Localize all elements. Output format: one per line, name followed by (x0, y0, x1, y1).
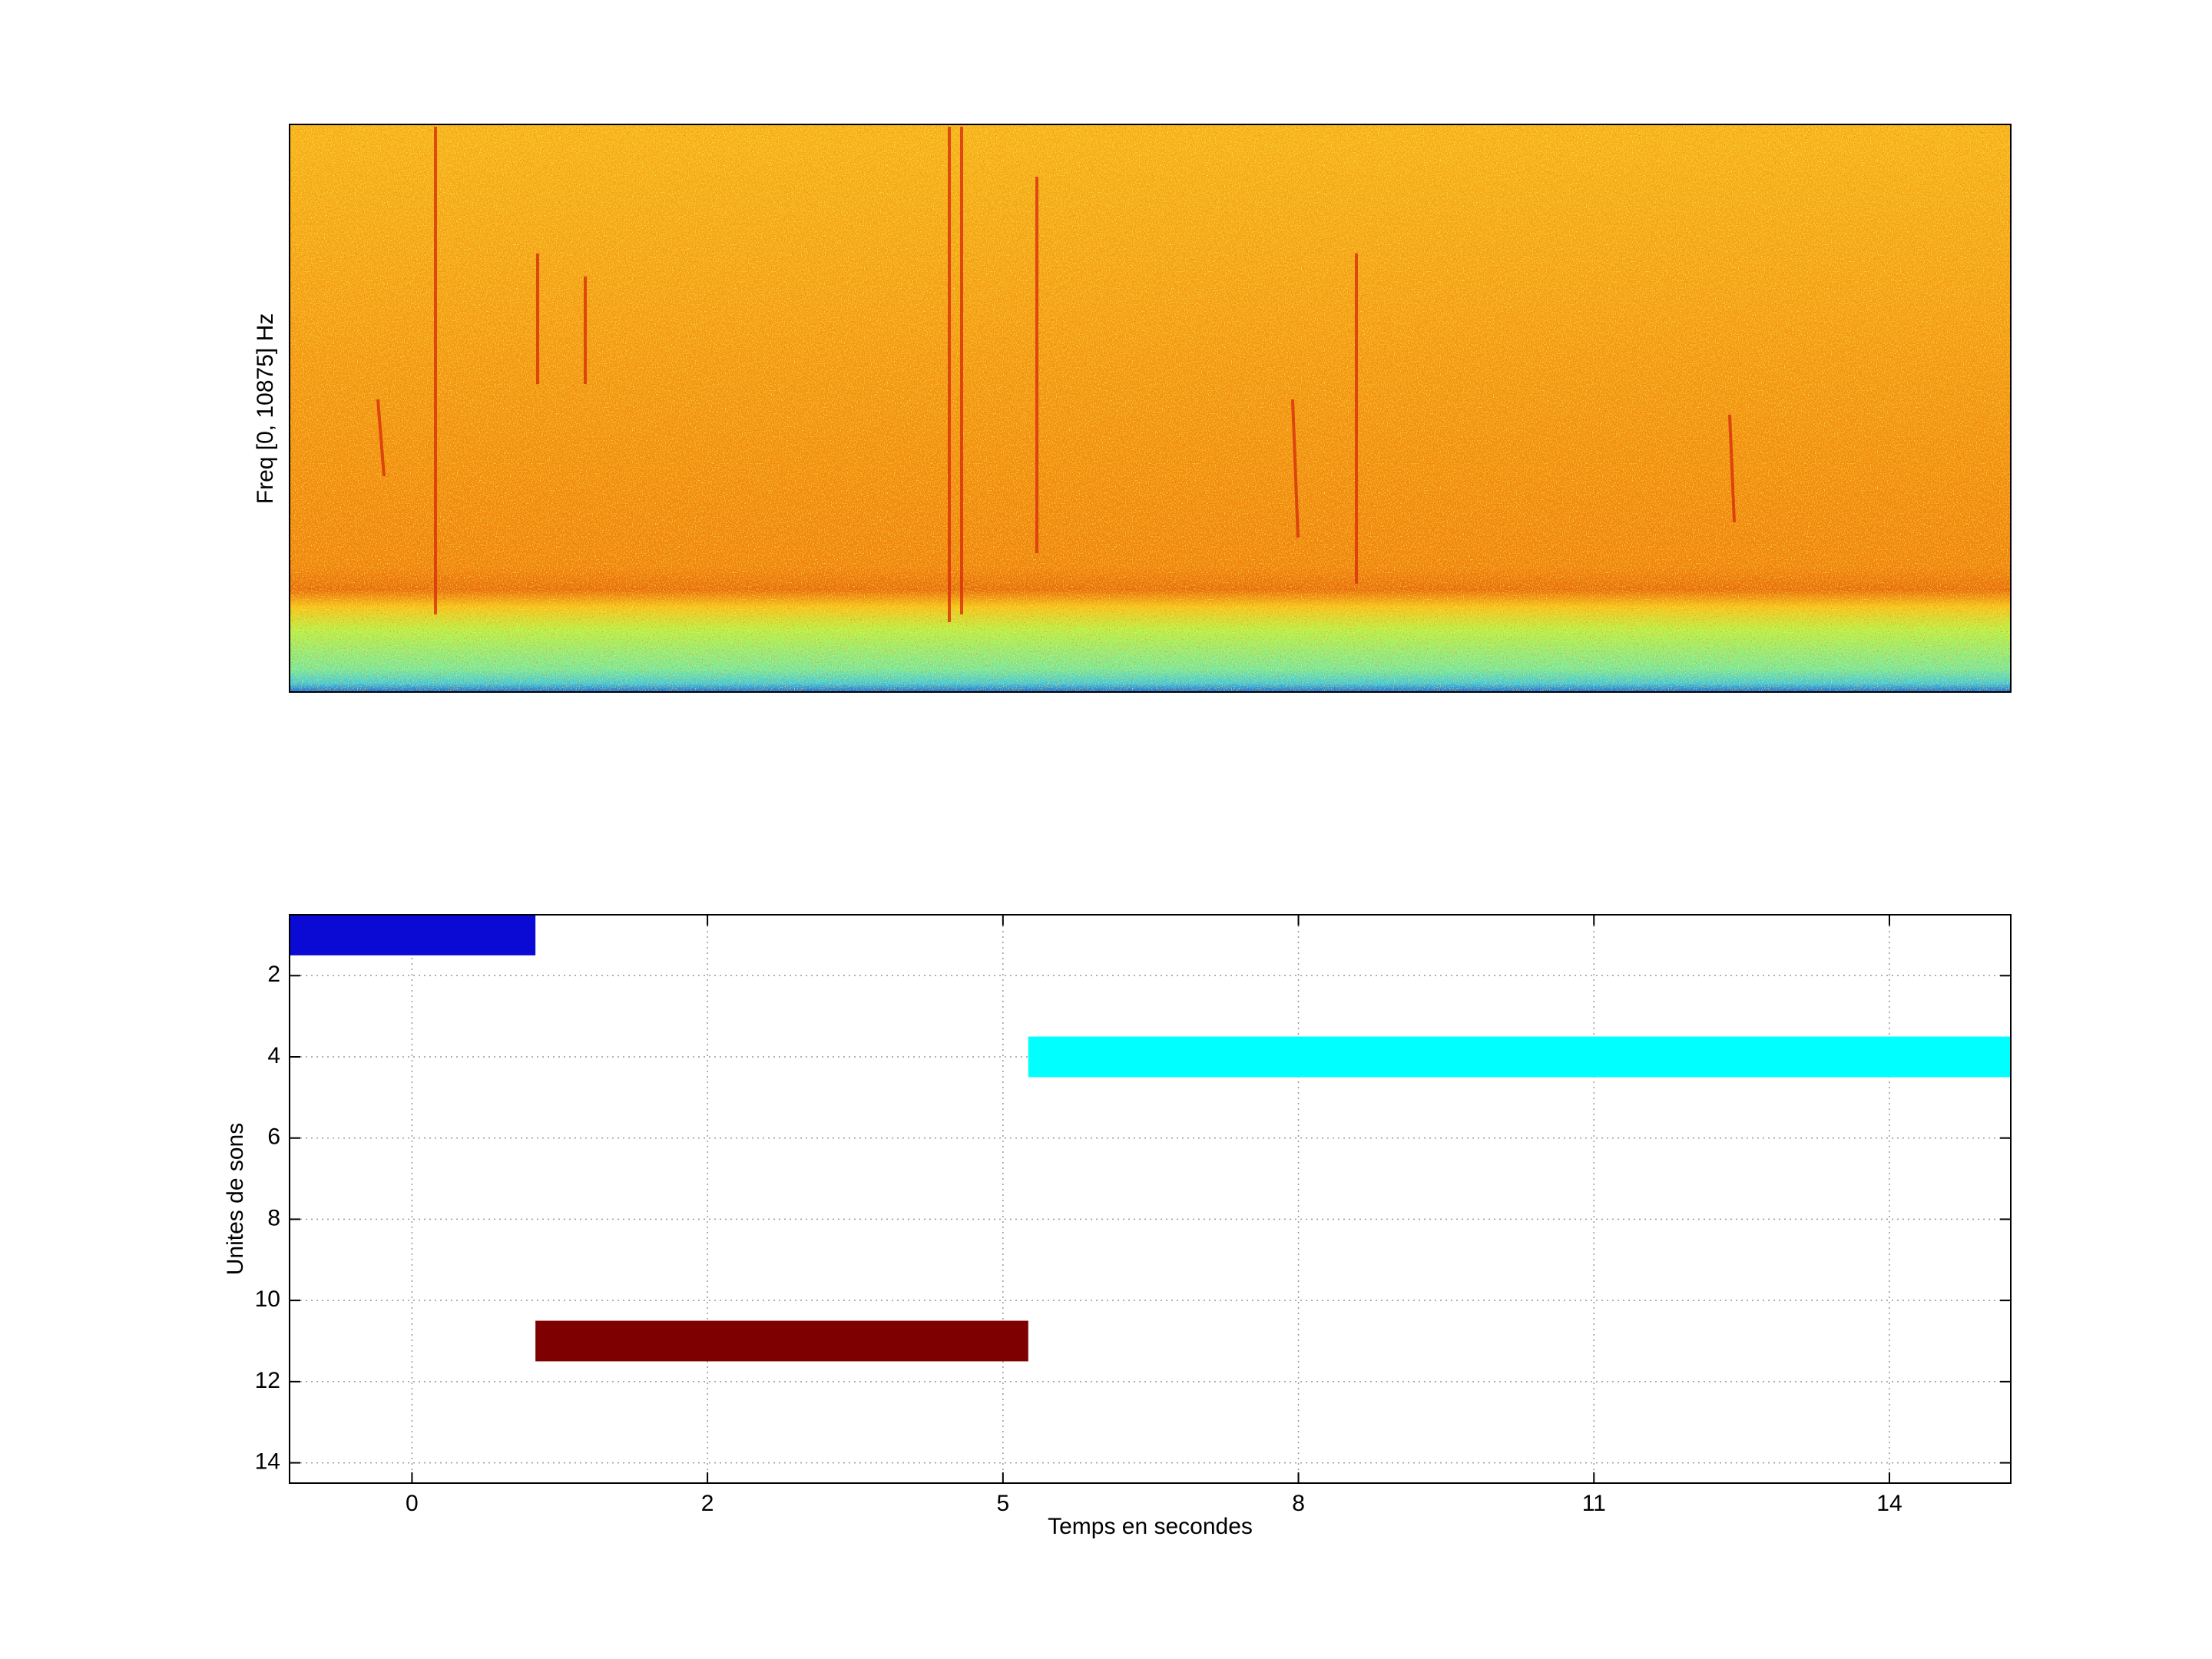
y-tick-label: 8 (267, 1205, 280, 1230)
x-tick-label: 11 (1582, 1491, 1606, 1516)
y-tick-label: 4 (267, 1043, 280, 1068)
spectrogram-texture (290, 124, 2011, 692)
timeline-panel: 0 2 5 8 11 14 2 4 6 8 10 12 14 Temps en secondes Unite… (223, 914, 2012, 1539)
segment-bar (1028, 1036, 2011, 1078)
y-axis-label: Freq [0, 10875] Hz (253, 313, 278, 504)
spectrogram-streaks (376, 127, 1736, 622)
x-tick-label: 14 (1876, 1491, 1902, 1516)
y-tick-label: 6 (267, 1124, 280, 1150)
segment-bar (535, 1320, 1028, 1362)
plot-frame (289, 914, 2012, 1484)
segment-bar (290, 915, 536, 955)
plot-frame (289, 124, 2012, 693)
plot-background (290, 915, 2011, 1483)
y-tick-label: 2 (267, 962, 280, 987)
y-tick-label: 12 (255, 1368, 280, 1393)
x-tick-label: 8 (1292, 1491, 1305, 1516)
x-tick-label: 5 (996, 1491, 1009, 1516)
x-tick-label: 2 (701, 1491, 714, 1516)
y-tick-label: 14 (255, 1449, 280, 1474)
x-tick-label: 0 (406, 1491, 419, 1516)
spectrogram-panel: Freq [0, 10875] Hz (253, 124, 2012, 693)
y-axis-label: Unites de sons (223, 1123, 248, 1275)
x-axis-label: Temps en secondes (1048, 1514, 1253, 1539)
y-tick-label: 10 (255, 1286, 280, 1312)
